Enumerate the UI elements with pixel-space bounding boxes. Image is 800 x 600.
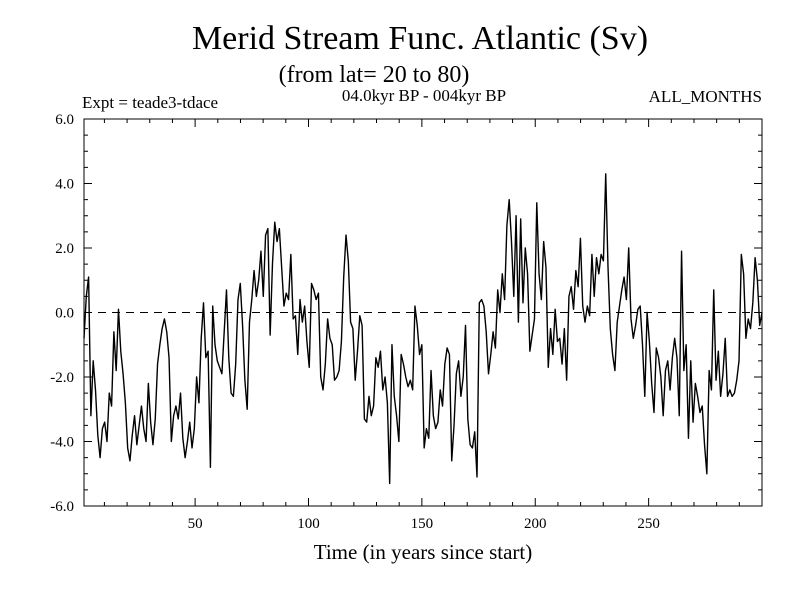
x-tick-label: 150 — [411, 516, 434, 532]
y-tick-label: -2.0 — [50, 370, 74, 386]
chart-title: Merid Stream Func. Atlantic (Sv) — [192, 20, 648, 57]
x-axis: 50 100 150 200 250 — [103, 119, 740, 532]
experiment-label: Expt = teade3-tdace — [82, 93, 218, 112]
y-tick-label: -4.0 — [50, 435, 74, 451]
x-axis-label: Time (in years since start) — [314, 540, 533, 564]
series-line — [83, 173, 763, 485]
y-axis: -6.0 -4.0 -2.0 0.0 2.0 4.0 6.0 — [50, 112, 762, 515]
period-label: 04.0kyr BP - 004kyr BP — [342, 86, 506, 105]
months-label: ALL_MONTHS — [649, 87, 762, 106]
y-tick-label: 2.0 — [55, 241, 74, 257]
y-tick-label: 0.0 — [55, 306, 74, 322]
x-tick-label: 200 — [524, 516, 547, 532]
x-tick-label: 100 — [297, 516, 320, 532]
x-tick-label: 50 — [188, 516, 203, 532]
chart-subtitle: (from lat= 20 to 80) — [279, 62, 470, 88]
y-tick-label: 6.0 — [55, 112, 74, 128]
y-tick-label: -6.0 — [50, 499, 74, 515]
y-tick-label: 4.0 — [55, 177, 74, 193]
x-tick-label: 250 — [637, 516, 660, 532]
